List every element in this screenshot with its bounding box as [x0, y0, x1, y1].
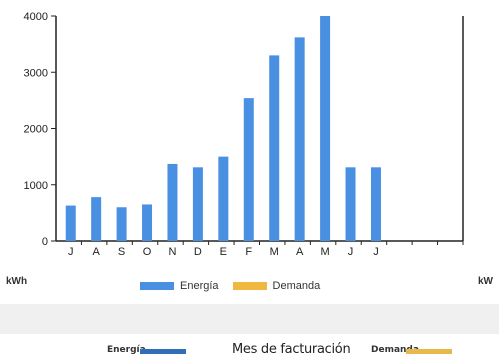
footer-title: Mes de facturación [232, 342, 351, 357]
x-tick-label: F [245, 246, 252, 258]
x-tick-label: N [168, 246, 176, 258]
bar-energia [65, 205, 76, 241]
bar-energia [243, 98, 254, 241]
y-tick-label: 4000 [24, 11, 48, 23]
legend-swatch-demanda [232, 282, 267, 290]
chart-legend: Energía Demanda [140, 280, 320, 292]
bar-energia [91, 197, 102, 241]
x-tick-label: O [143, 246, 152, 258]
legend-swatch-energia [140, 282, 174, 290]
footer-energia-label: Energía [107, 345, 146, 355]
y-tick-label: 2000 [24, 124, 48, 136]
x-tick-label: J [68, 246, 74, 258]
footer-demanda-swatch [406, 349, 452, 354]
footer-band [0, 304, 499, 334]
bar-energia [370, 167, 381, 241]
legend-item-demanda: Demanda [232, 280, 321, 292]
legend-label-energia: Energía [180, 280, 219, 292]
legend-label-demanda: Demanda [272, 280, 321, 292]
footer-strip [0, 334, 499, 359]
x-tick-label: S [118, 246, 125, 258]
bar-energia [142, 204, 153, 241]
y-axis-unit-right: kW [478, 276, 493, 287]
bar-energia [192, 167, 203, 241]
x-tick-label: A [296, 246, 304, 258]
consumption-chart: 0 1000 2000 3000 4000 J A S O N D E F M A M J J [24, 11, 464, 258]
y-axis-unit-left: kWh [6, 276, 28, 287]
footer-demanda-label: Demanda [371, 345, 419, 355]
x-tick-label: A [92, 246, 100, 258]
bar-energia [116, 207, 127, 241]
y-tick-label: 1000 [24, 180, 48, 192]
bar-energia [269, 55, 280, 241]
bar-energia [345, 167, 356, 241]
x-tick-label: M [321, 246, 330, 258]
x-tick-label: E [220, 246, 227, 258]
bar-energia [294, 37, 305, 241]
y-tick-label: 0 [42, 236, 48, 248]
x-tick-label: J [348, 246, 354, 258]
footer-energia-swatch [140, 349, 186, 354]
bar-energia [167, 163, 178, 241]
bar-energia [320, 16, 331, 241]
x-tick-label: M [270, 246, 279, 258]
bar-energia [218, 156, 229, 241]
x-tick-label: J [373, 246, 379, 258]
x-tick-label: D [194, 246, 202, 258]
y-tick-label: 3000 [24, 67, 48, 79]
legend-item-energia: Energía [140, 280, 219, 292]
